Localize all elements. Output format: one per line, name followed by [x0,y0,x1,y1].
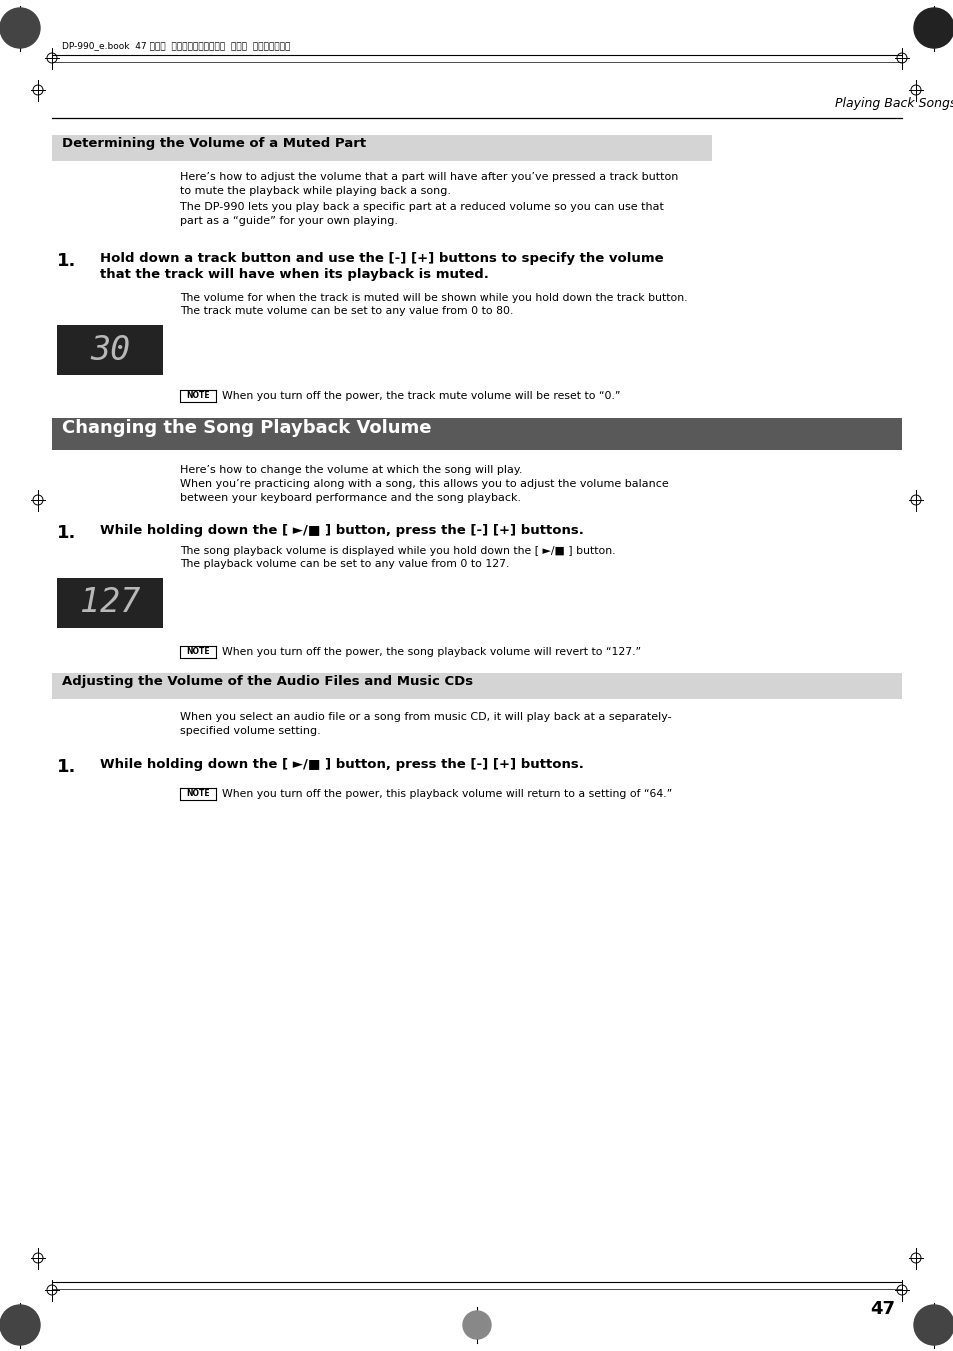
Text: When you turn off the power, the song playback volume will revert to “127.”: When you turn off the power, the song pl… [222,647,640,657]
Text: between your keyboard performance and the song playback.: between your keyboard performance and th… [180,493,520,503]
Text: When you’re practicing along with a song, this allows you to adjust the volume b: When you’re practicing along with a song… [180,480,668,489]
Text: While holding down the [ ►/■ ] button, press the [-] [+] buttons.: While holding down the [ ►/■ ] button, p… [100,758,583,771]
Text: The volume for when the track is muted will be shown while you hold down the tra: The volume for when the track is muted w… [180,293,687,303]
Text: DP-990_e.book  47 ページ  ２００９年２月１７日  火曜日  午前８時３０分: DP-990_e.book 47 ページ ２００９年２月１７日 火曜日 午前８時… [62,41,290,50]
Text: The DP-990 lets you play back a specific part at a reduced volume so you can use: The DP-990 lets you play back a specific… [180,203,663,212]
Text: to mute the playback while playing back a song.: to mute the playback while playing back … [180,186,451,196]
Text: 127: 127 [80,586,140,620]
Text: 30: 30 [90,334,130,366]
Text: part as a “guide” for your own playing.: part as a “guide” for your own playing. [180,216,397,226]
Text: The song playback volume is displayed while you hold down the [ ►/■ ] button.: The song playback volume is displayed wh… [180,546,615,557]
Text: NOTE: NOTE [186,390,210,400]
Text: specified volume setting.: specified volume setting. [180,725,320,736]
Text: When you turn off the power, the track mute volume will be reset to “0.”: When you turn off the power, the track m… [222,390,619,401]
Text: Here’s how to change the volume at which the song will play.: Here’s how to change the volume at which… [180,465,522,476]
Text: that the track will have when its playback is muted.: that the track will have when its playba… [100,267,488,281]
Text: Determining the Volume of a Muted Part: Determining the Volume of a Muted Part [62,136,366,150]
Text: 47: 47 [869,1300,894,1319]
Text: While holding down the [ ►/■ ] button, press the [-] [+] buttons.: While holding down the [ ►/■ ] button, p… [100,524,583,536]
Text: Hold down a track button and use the [-] [+] buttons to specify the volume: Hold down a track button and use the [-]… [100,253,663,265]
Text: Changing the Song Playback Volume: Changing the Song Playback Volume [62,419,431,436]
Text: When you select an audio file or a song from music CD, it will play back at a se: When you select an audio file or a song … [180,712,671,721]
Text: NOTE: NOTE [186,789,210,798]
Text: 1.: 1. [57,524,76,542]
Text: The track mute volume can be set to any value from 0 to 80.: The track mute volume can be set to any … [180,305,513,316]
Text: Adjusting the Volume of the Audio Files and Music CDs: Adjusting the Volume of the Audio Files … [62,676,473,688]
Text: The playback volume can be set to any value from 0 to 127.: The playback volume can be set to any va… [180,559,509,569]
Text: Playing Back Songs: Playing Back Songs [834,97,953,109]
Text: Here’s how to adjust the volume that a part will have after you’ve pressed a tra: Here’s how to adjust the volume that a p… [180,172,678,182]
Text: 1.: 1. [57,758,76,775]
Text: NOTE: NOTE [186,647,210,657]
Text: 1.: 1. [57,253,76,270]
Text: When you turn off the power, this playback volume will return to a setting of “6: When you turn off the power, this playba… [222,789,672,798]
